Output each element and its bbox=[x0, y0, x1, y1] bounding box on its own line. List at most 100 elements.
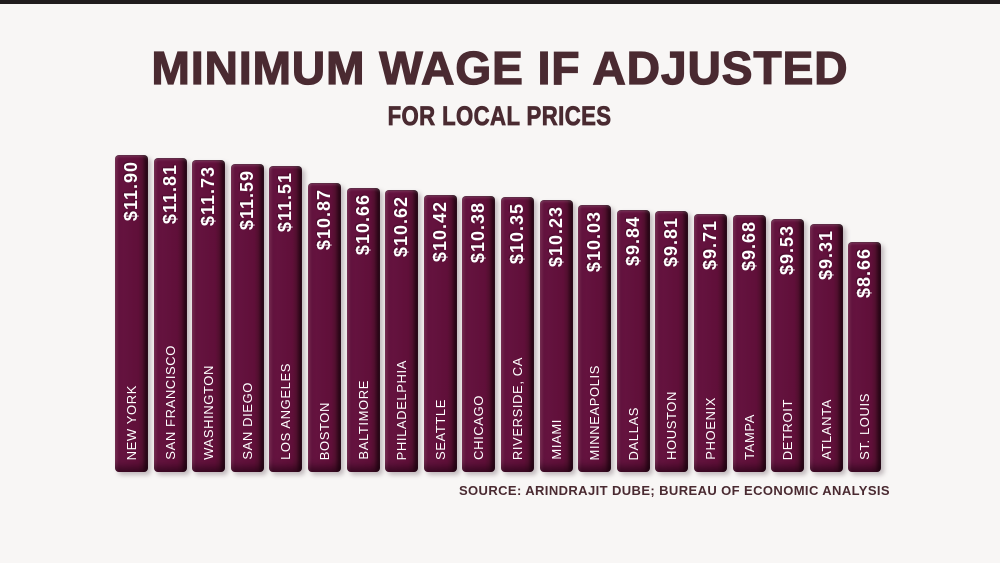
bar-value-wrap: $9.68 bbox=[733, 221, 766, 271]
bar-value-label: $9.53 bbox=[777, 225, 797, 276]
bar-city-label: ATLANTA bbox=[819, 399, 834, 460]
chart-subtitle: FOR LOCAL PRICES bbox=[0, 101, 1000, 132]
bar-city-label: MIAMI bbox=[549, 419, 564, 460]
bar-city-label: SEATTLE bbox=[433, 398, 448, 460]
source-credit: SOURCE: ARINDRAJIT DUBE; BUREAU OF ECONO… bbox=[458, 483, 890, 498]
bar-new-york: $11.90 NEW YORK bbox=[115, 155, 148, 472]
bar-value-wrap: $10.35 bbox=[501, 203, 534, 264]
bar-city-label: PHOENIX bbox=[703, 397, 718, 460]
bar-value-wrap: $11.51 bbox=[269, 172, 302, 232]
bar-phoenix: $9.71 PHOENIX bbox=[694, 214, 727, 472]
bar-value-wrap: $10.42 bbox=[424, 201, 457, 262]
bar-value-label: $10.35 bbox=[507, 203, 527, 265]
bar-riverside-ca: $10.35 RIVERSIDE, CA bbox=[501, 197, 534, 472]
bar-value-wrap: $10.38 bbox=[462, 202, 495, 263]
bar-value-label: $9.31 bbox=[816, 230, 836, 281]
top-edge-strip bbox=[0, 0, 1000, 4]
bar-miami: $10.23 MIAMI bbox=[540, 200, 573, 472]
bar-value-label: $9.68 bbox=[739, 221, 759, 272]
bar-chicago: $10.38 CHICAGO bbox=[462, 196, 495, 472]
bar-city-label: WASHINGTON bbox=[201, 365, 216, 460]
bar-houston: $9.81 HOUSTON bbox=[655, 211, 688, 472]
bar-city-label: NEW YORK bbox=[124, 384, 139, 460]
bar-city-wrap: SAN FRANCISCO bbox=[154, 345, 187, 460]
bar-city-label: LOS ANGELES bbox=[278, 363, 293, 460]
bar-city-wrap: DETROIT bbox=[771, 399, 804, 460]
bar-value-wrap: $11.59 bbox=[231, 170, 264, 230]
bar-value-label: $10.38 bbox=[468, 202, 488, 264]
bar-baltimore: $10.66 BALTIMORE bbox=[347, 188, 380, 472]
bar-value-wrap: $11.90 bbox=[115, 161, 148, 221]
bar-value-label: $11.81 bbox=[160, 164, 180, 225]
bar-city-label: BALTIMORE bbox=[356, 380, 371, 460]
bar-value-label: $8.66 bbox=[854, 248, 874, 299]
bar-city-label: SAN DIEGO bbox=[240, 382, 255, 460]
chart-title: MINIMUM WAGE IF ADJUSTED bbox=[151, 42, 849, 94]
bar-value-label: $11.73 bbox=[198, 166, 218, 227]
bar-city-label: DALLAS bbox=[626, 406, 641, 460]
bar-city-wrap: PHILADELPHIA bbox=[385, 360, 418, 460]
bar-value-label: $11.59 bbox=[237, 170, 257, 231]
bar-city-wrap: HOUSTON bbox=[655, 391, 688, 460]
bar-city-wrap: DALLAS bbox=[617, 407, 650, 460]
bar-city-wrap: PHOENIX bbox=[694, 397, 727, 460]
bar-value-wrap: $10.87 bbox=[308, 189, 341, 250]
bar-atlanta: $9.31 ATLANTA bbox=[810, 224, 843, 472]
bar-value-wrap: $9.81 bbox=[655, 217, 688, 267]
bar-city-wrap: SEATTLE bbox=[424, 399, 457, 460]
bar-san-francisco: $11.81 SAN FRANCISCO bbox=[154, 158, 187, 472]
chart-subtitle-text: FOR LOCAL PRICES bbox=[388, 101, 612, 132]
bar-city-wrap: ATLANTA bbox=[810, 399, 843, 460]
bar-value-label: $11.51 bbox=[275, 172, 295, 233]
bar-city-label: PHILADELPHIA bbox=[394, 359, 409, 460]
bar-value-label: $10.87 bbox=[314, 189, 334, 251]
bar-city-wrap: RIVERSIDE, CA bbox=[501, 357, 534, 460]
bar-value-label: $9.84 bbox=[623, 216, 643, 267]
bar-city-label: MINNEAPOLIS bbox=[587, 364, 602, 460]
bar-value-label: $10.42 bbox=[430, 201, 450, 263]
bar-seattle: $10.42 SEATTLE bbox=[424, 195, 457, 472]
bar-value-wrap: $9.84 bbox=[617, 216, 650, 266]
bar-value-label: $9.81 bbox=[661, 217, 681, 268]
bar-value-label: $9.71 bbox=[700, 220, 720, 271]
bar-city-wrap: WASHINGTON bbox=[192, 365, 225, 460]
bar-st-louis: $8.66 ST. LOUIS bbox=[848, 242, 881, 472]
bar-city-label: HOUSTON bbox=[664, 391, 679, 460]
bar-washington: $11.73 WASHINGTON bbox=[192, 160, 225, 472]
bar-value-label: $10.23 bbox=[546, 206, 566, 268]
bar-city-wrap: NEW YORK bbox=[115, 385, 148, 460]
bar-city-wrap: TAMPA bbox=[733, 414, 766, 460]
bar-value-label: $10.62 bbox=[391, 196, 411, 258]
bar-city-label: CHICAGO bbox=[471, 395, 486, 460]
bar-value-wrap: $9.71 bbox=[694, 220, 727, 270]
bar-city-wrap: MIAMI bbox=[540, 419, 573, 460]
bar-city-wrap: ST. LOUIS bbox=[848, 393, 881, 460]
bar-boston: $10.87 BOSTON bbox=[308, 183, 341, 472]
bar-philadelphia: $10.62 PHILADELPHIA bbox=[385, 190, 418, 472]
bar-city-label: TAMPA bbox=[742, 414, 757, 460]
bar-city-wrap: CHICAGO bbox=[462, 395, 495, 460]
bar-value-label: $10.03 bbox=[584, 211, 604, 273]
bar-value-wrap: $9.31 bbox=[810, 230, 843, 280]
bar-value-wrap: $10.62 bbox=[385, 196, 418, 257]
bar-value-wrap: $11.81 bbox=[154, 164, 187, 224]
bar-city-label: RIVERSIDE, CA bbox=[510, 356, 525, 460]
bar-value-label: $10.66 bbox=[353, 194, 373, 256]
bar-city-wrap: LOS ANGELES bbox=[269, 363, 302, 460]
bar-value-wrap: $8.66 bbox=[848, 248, 881, 298]
bar-city-wrap: SAN DIEGO bbox=[231, 382, 264, 460]
bar-minneapolis: $10.03 MINNEAPOLIS bbox=[578, 205, 611, 472]
bar-city-label: DETROIT bbox=[780, 398, 795, 460]
bar-value-wrap: $11.73 bbox=[192, 166, 225, 226]
bar-city-label: SAN FRANCISCO bbox=[163, 345, 178, 460]
bar-city-wrap: BALTIMORE bbox=[347, 380, 380, 460]
bar-tampa: $9.68 TAMPA bbox=[733, 215, 766, 472]
bar-value-wrap: $10.23 bbox=[540, 206, 573, 267]
bar-value-wrap: $10.66 bbox=[347, 194, 380, 255]
bar-detroit: $9.53 DETROIT bbox=[771, 219, 804, 472]
bar-city-label: ST. LOUIS bbox=[857, 393, 872, 460]
bar-city-label: BOSTON bbox=[317, 401, 332, 460]
bar-los-angeles: $11.51 LOS ANGELES bbox=[269, 166, 302, 472]
bar-value-label: $11.90 bbox=[121, 161, 141, 222]
